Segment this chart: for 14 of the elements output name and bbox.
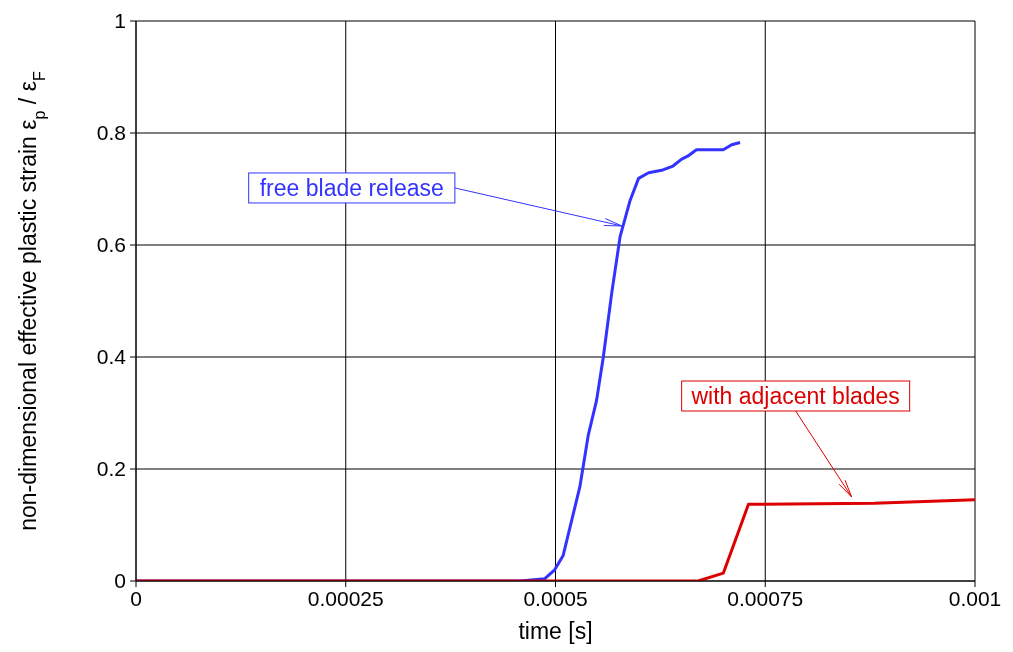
y-tick-label: 0.4 [96, 345, 127, 369]
y-tick-label: 0 [114, 569, 126, 593]
y-tick-label: 0.8 [96, 121, 126, 145]
annotation: with adjacent blades [690, 383, 900, 409]
x-axis-title: time [s] [518, 618, 593, 644]
x-tick-label: 0.00025 [307, 586, 384, 610]
y-tick-label: 1 [114, 9, 126, 33]
y-tick-label: 0.6 [96, 233, 126, 257]
y-tick-label: 0.2 [96, 457, 126, 481]
x-tick-label: 0.00075 [727, 586, 804, 610]
annotation: free blade release [259, 174, 444, 201]
x-tick-label: 0.001 [948, 586, 1002, 610]
x-tick-label: 0.0005 [523, 586, 588, 610]
x-tick-label: 0 [130, 586, 142, 610]
